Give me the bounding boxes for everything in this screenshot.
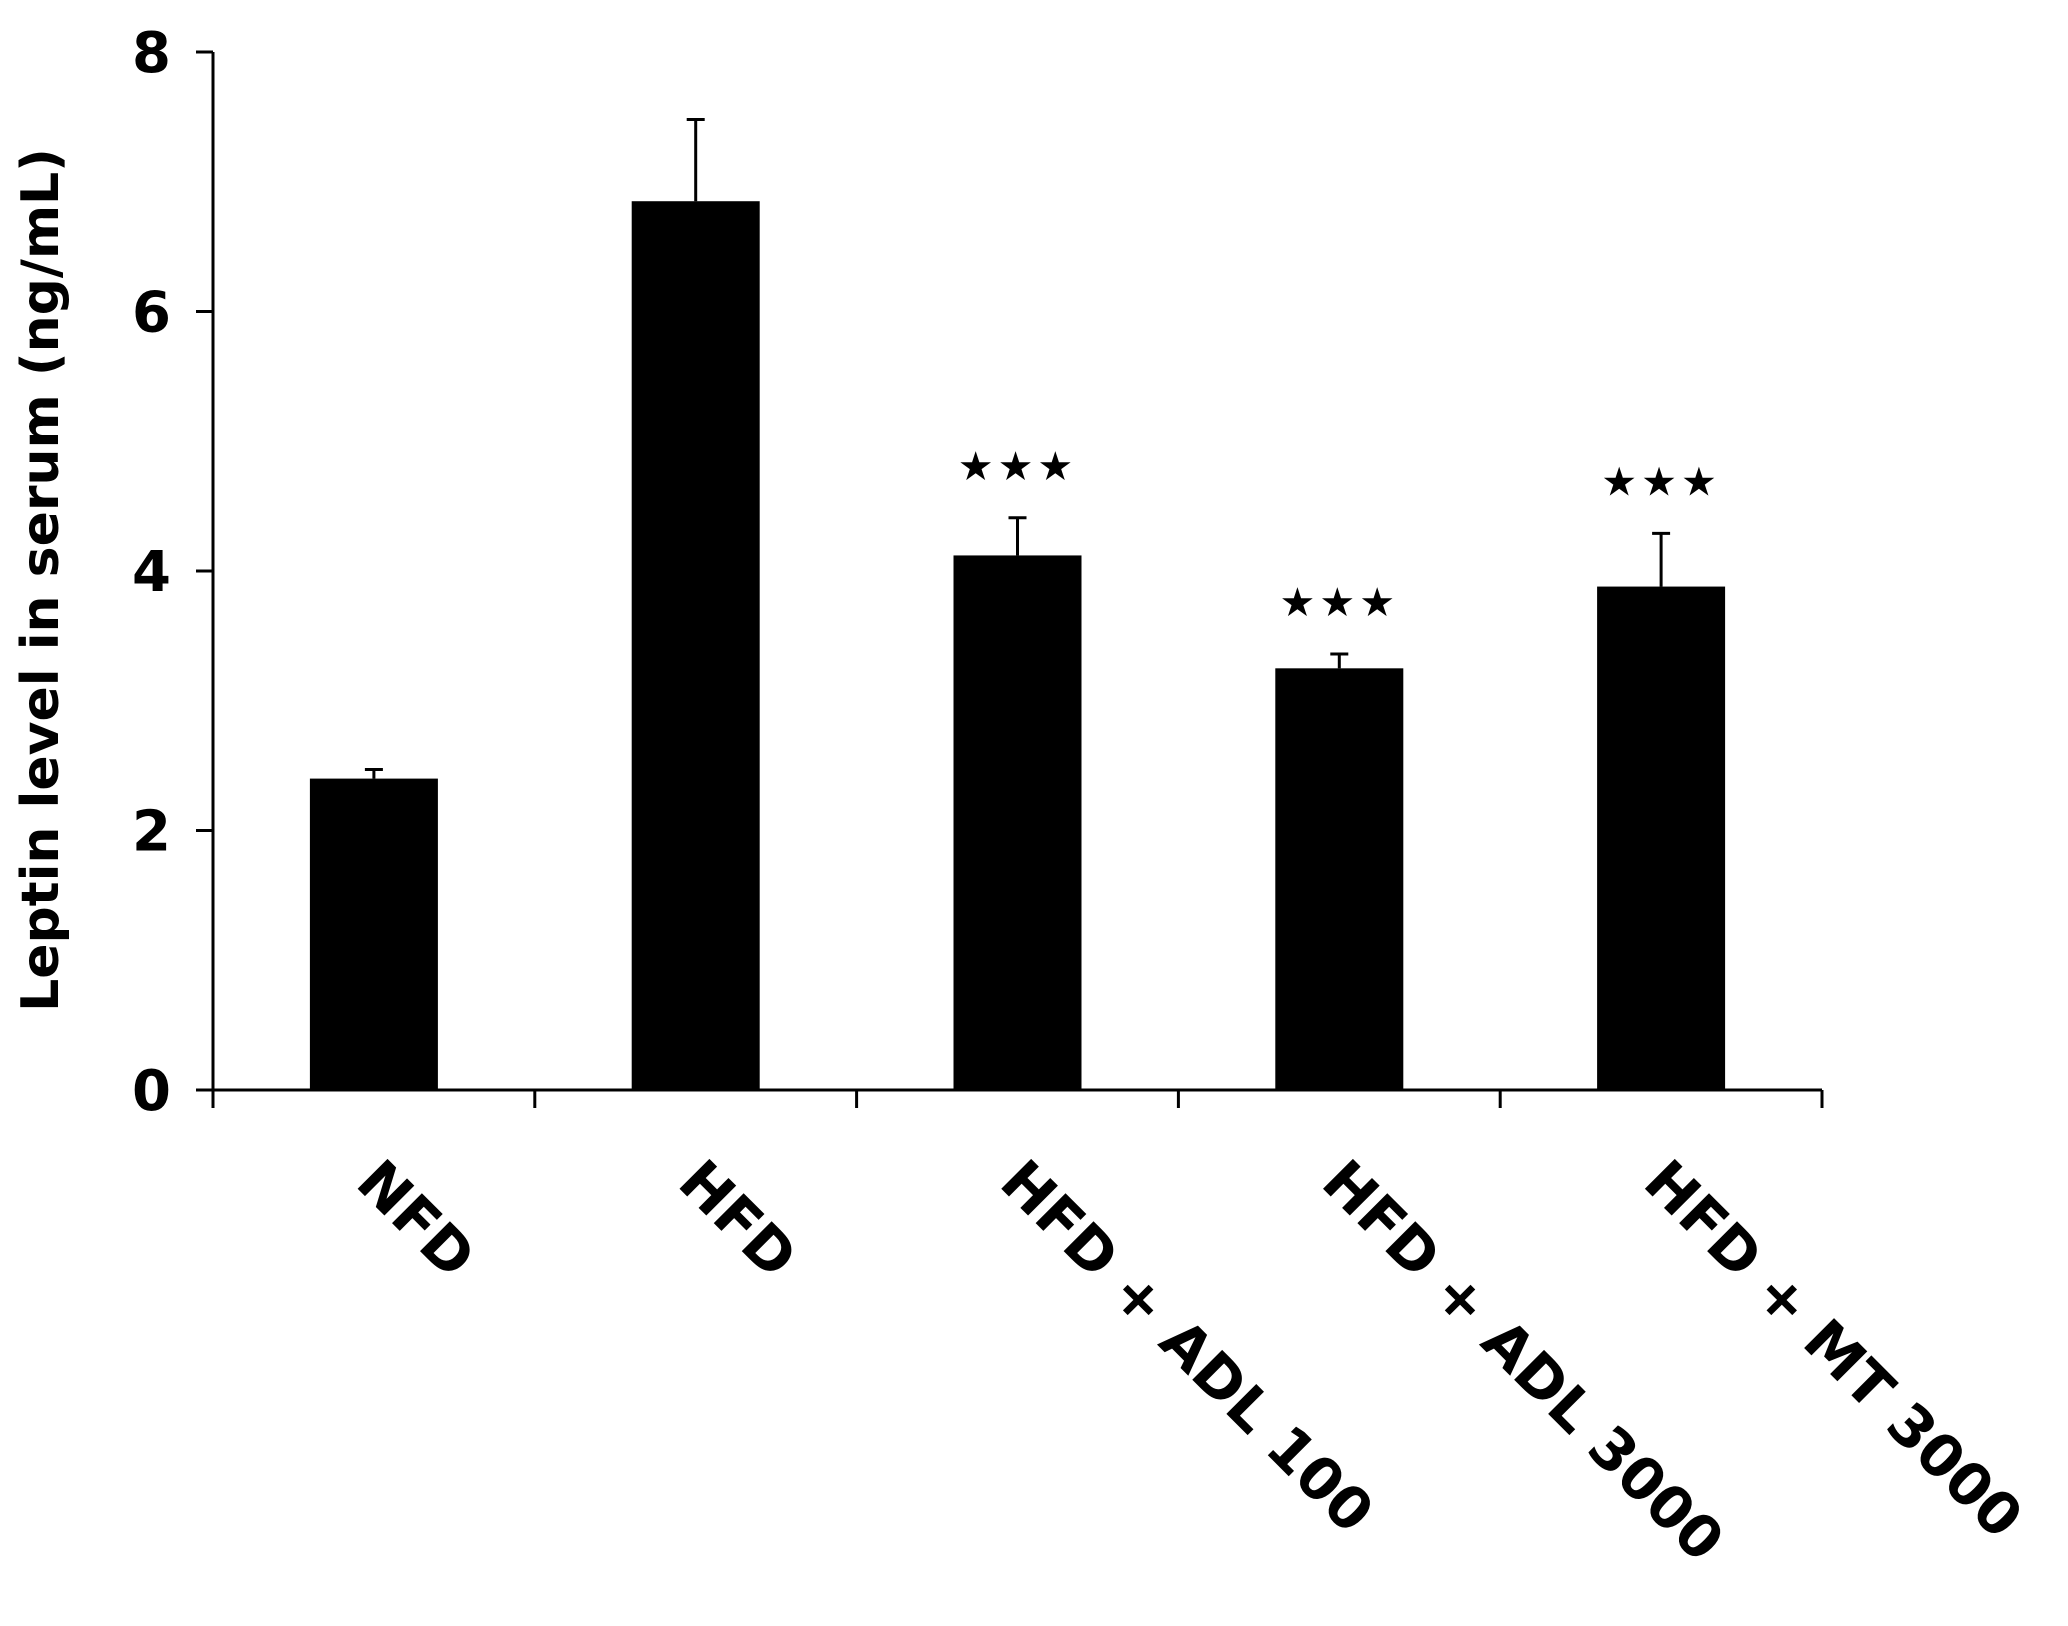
bar-2 xyxy=(953,555,1082,1090)
bar-3 xyxy=(1275,668,1404,1090)
significance-marker-2: ★★★ xyxy=(958,444,1078,490)
y-tick-label-1: 2 xyxy=(132,800,171,865)
bars-layer: ★★★ ★★★ ★★★ xyxy=(309,117,1726,1090)
category-label-1: HFD xyxy=(666,1147,810,1291)
significance-marker-4: ★★★ xyxy=(1601,459,1721,505)
bar-4 xyxy=(1597,586,1726,1090)
y-tick-label-4: 8 xyxy=(132,21,171,86)
y-tick-label-0: 0 xyxy=(132,1059,171,1124)
significance-marker-3: ★★★ xyxy=(1280,580,1400,626)
y-tick-label-2: 4 xyxy=(132,540,171,605)
bar-1 xyxy=(631,201,760,1090)
y-axis-label: Leptin level in serum (ng/mL) xyxy=(11,148,71,1012)
bar-0 xyxy=(309,778,438,1090)
y-tick-label-3: 6 xyxy=(132,281,171,346)
category-label-0: NFD xyxy=(344,1147,488,1291)
